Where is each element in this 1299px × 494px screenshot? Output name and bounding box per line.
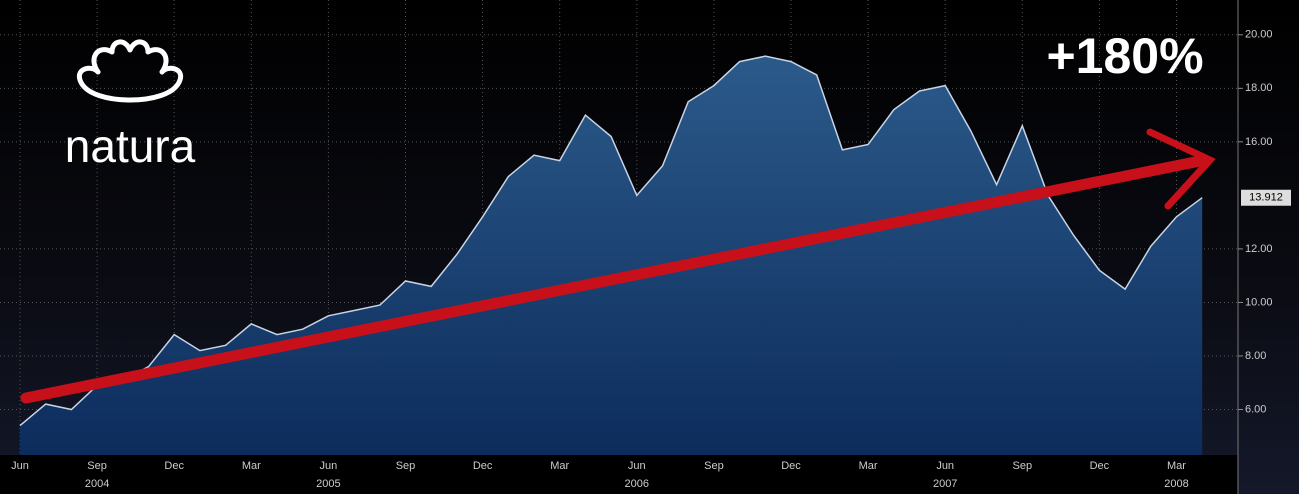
logo <box>76 39 184 103</box>
y-tick-label: 16.00 <box>1245 136 1273 148</box>
trend-arrow <box>20 128 1216 404</box>
y-tick-label: 6.00 <box>1245 403 1266 415</box>
x-axis-strip <box>0 455 1238 494</box>
y-tick-label: 12.00 <box>1245 243 1273 255</box>
year-label: 2005 <box>316 478 340 490</box>
last-value-label: 13.912 <box>1249 192 1283 204</box>
year-label: 2008 <box>1164 478 1188 490</box>
brand: natura <box>65 120 196 172</box>
year-label: 2006 <box>625 478 649 490</box>
x-tick-label: Mar <box>1167 460 1186 472</box>
x-tick-label: Dec <box>1090 460 1110 472</box>
x-tick-label: Sep <box>396 460 416 472</box>
x-tick-label: Jun <box>320 460 338 472</box>
year-label: 2004 <box>85 478 109 490</box>
y-tick-label: 8.00 <box>1245 350 1266 362</box>
x-tick-label: Jun <box>11 460 29 472</box>
x-tick-label: Dec <box>473 460 493 472</box>
annotation: +180% <box>1046 28 1203 84</box>
x-tick-label: Dec <box>781 460 801 472</box>
x-tick-label: Mar <box>859 460 878 472</box>
year-label: 2007 <box>933 478 957 490</box>
x-tick-label: Sep <box>87 460 107 472</box>
y-tick-label: 18.00 <box>1245 82 1273 94</box>
x-tick-label: Sep <box>1013 460 1033 472</box>
x-tick-label: Mar <box>242 460 261 472</box>
x-tick-label: Sep <box>704 460 724 472</box>
y-tick-label: 20.00 <box>1245 29 1273 41</box>
price-line <box>19 55 1203 427</box>
area <box>20 56 1203 455</box>
x-tick-label: Dec <box>164 460 184 472</box>
x-tick-label: Jun <box>628 460 646 472</box>
x-tick-label: Jun <box>936 460 954 472</box>
x-tick-label: Mar <box>550 460 569 472</box>
y-tick-label: 10.00 <box>1245 296 1273 308</box>
last-value-box <box>1241 189 1291 206</box>
